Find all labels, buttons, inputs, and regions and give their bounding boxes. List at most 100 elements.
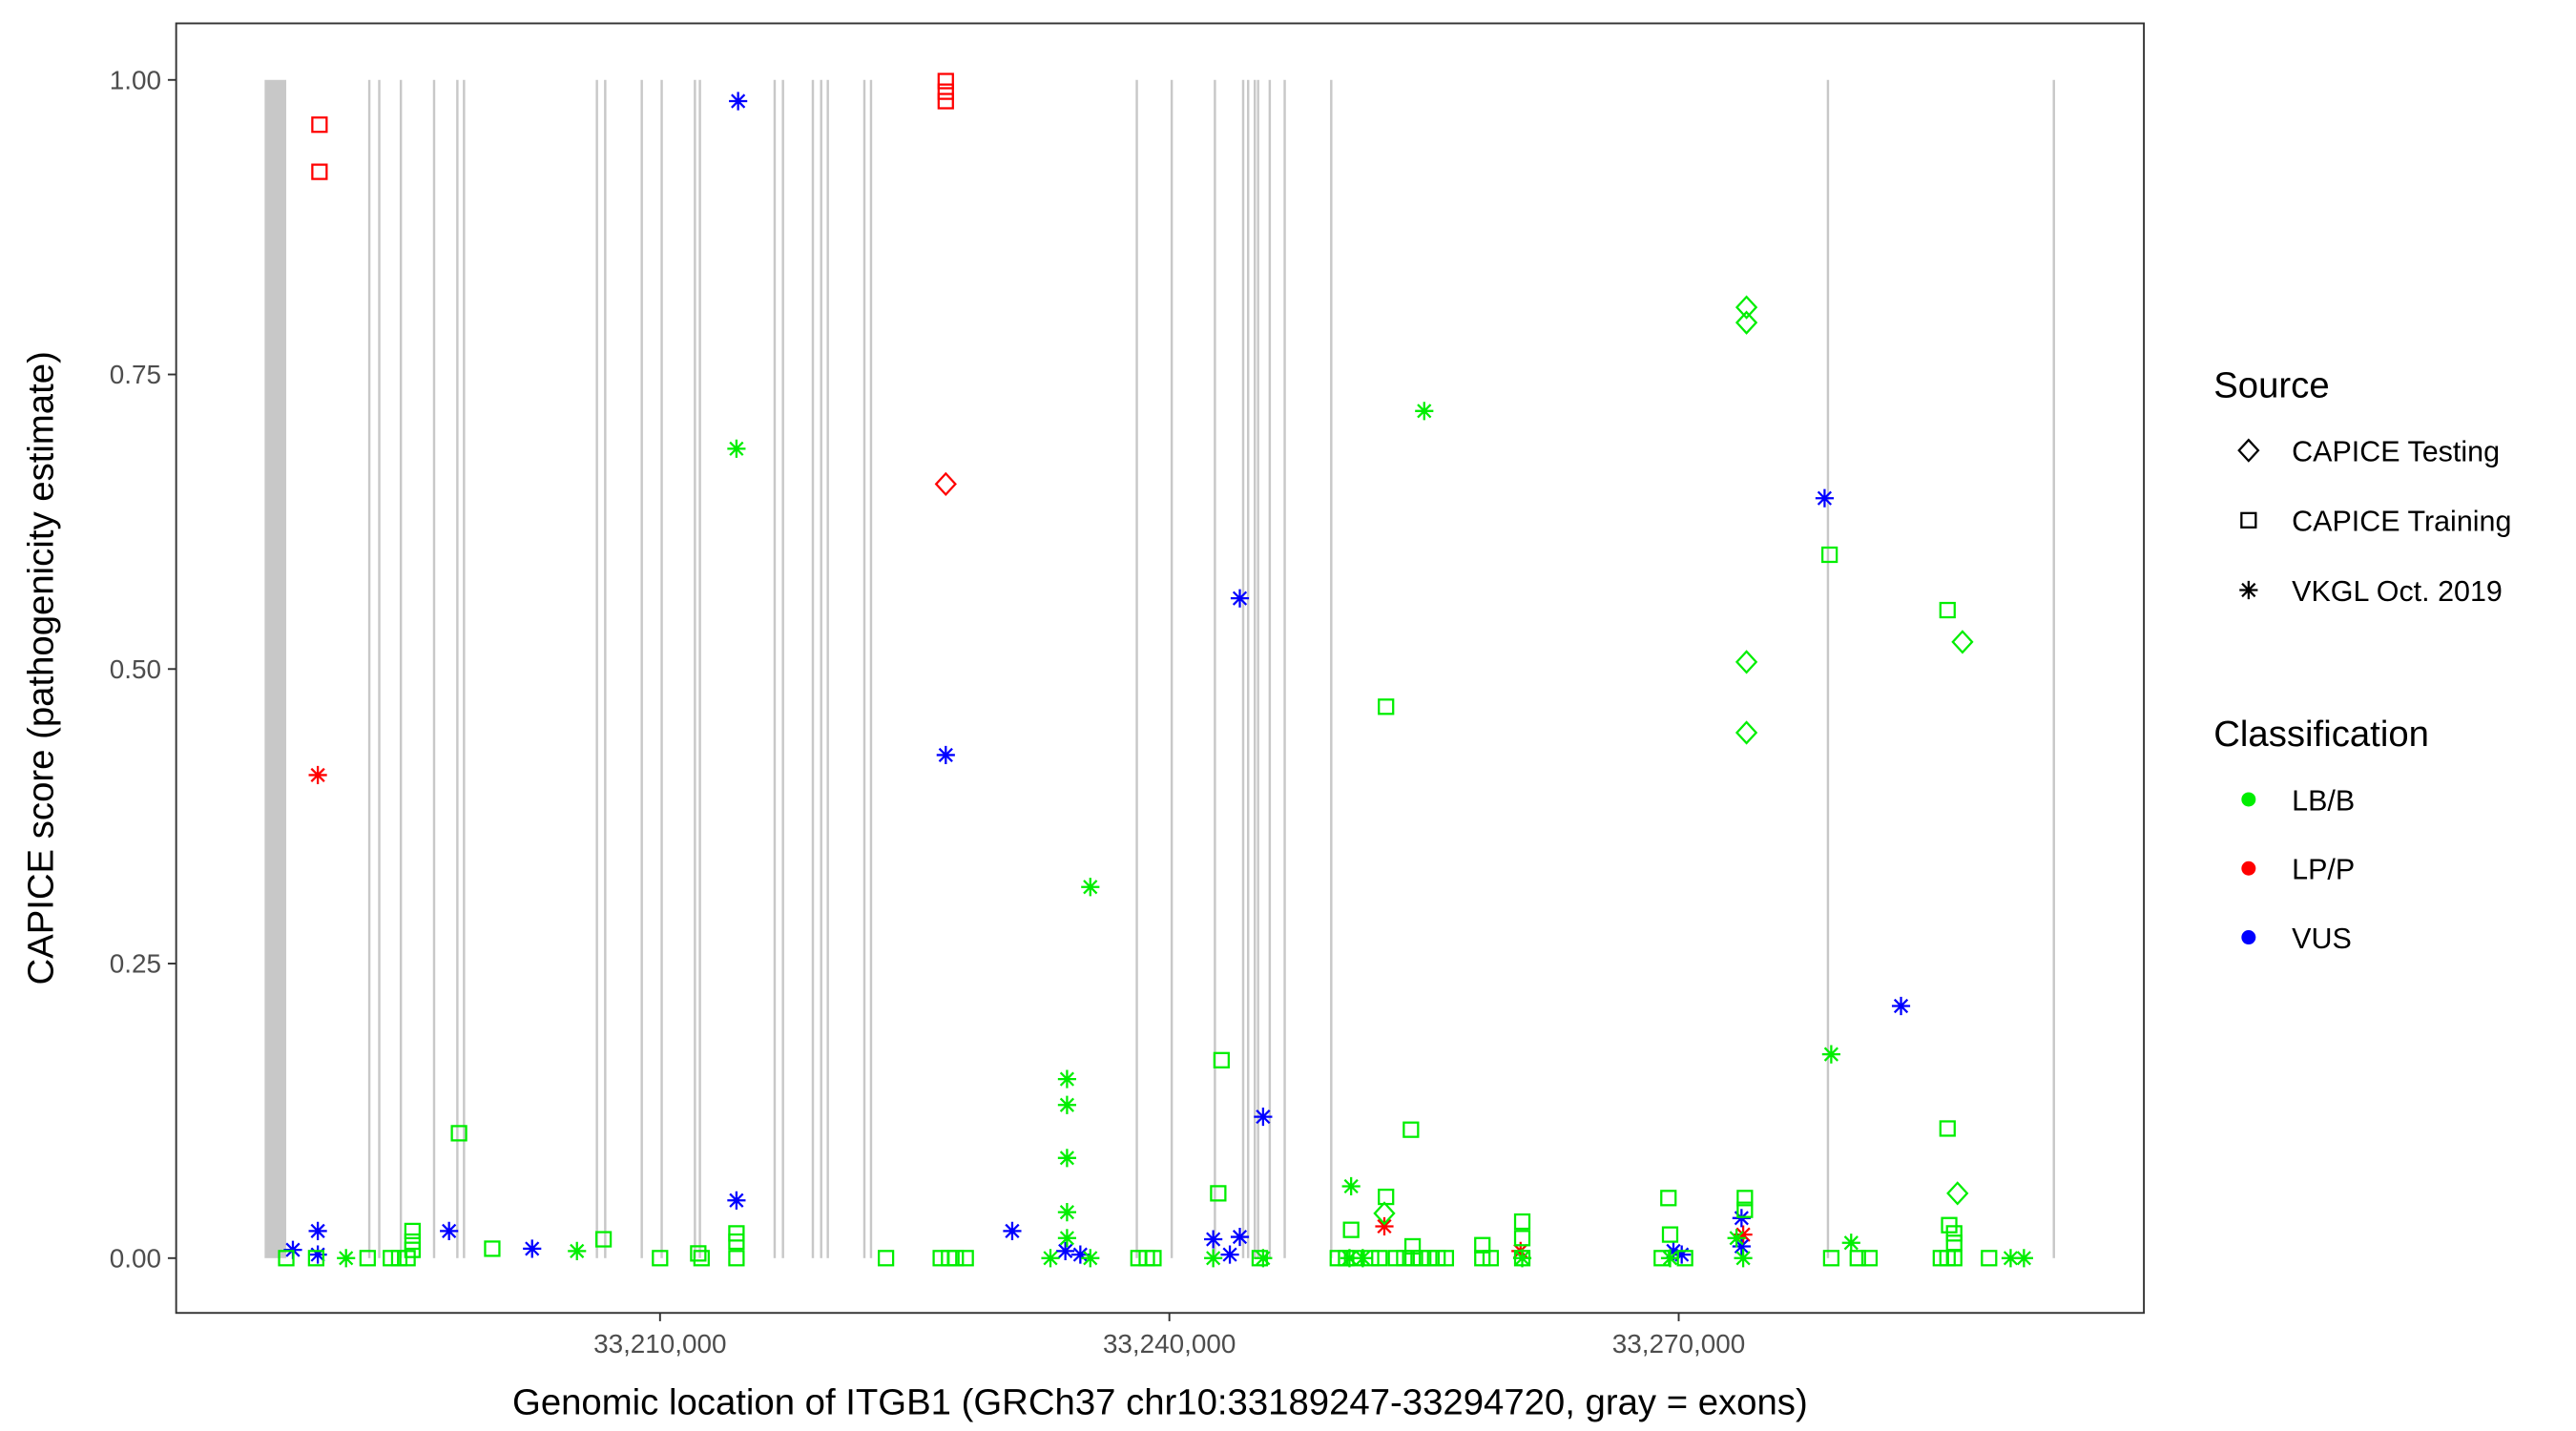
data-point (877, 1250, 895, 1267)
data-point (1735, 720, 1758, 745)
data-point (278, 1250, 295, 1267)
x-tick-label: 33,240,000 (1103, 1329, 1236, 1358)
data-point (1056, 1241, 1075, 1260)
exon-band (820, 79, 822, 1258)
exon-band (2052, 79, 2055, 1258)
data-point (1735, 295, 1758, 320)
data-point (1329, 1250, 1346, 1267)
legend-item-label: LB/B (2292, 784, 2355, 817)
legend-item-label: VKGL Oct. 2019 (2292, 575, 2503, 608)
exon-band (1268, 79, 1272, 1258)
data-point (307, 1250, 324, 1267)
exon-band (811, 79, 815, 1258)
exon-band (1214, 79, 1216, 1258)
exon-band (432, 79, 436, 1258)
data-point (1341, 1176, 1361, 1196)
y-tick-label: 0.25 (110, 949, 161, 979)
exon-band (1283, 79, 1286, 1258)
data-point (404, 1241, 421, 1258)
x-axis-label: Genomic location of ITGB1 (GRCh37 chr10:… (512, 1381, 1808, 1422)
exon-band (1135, 79, 1138, 1258)
data-point (1346, 1250, 1363, 1267)
data-point (1057, 1229, 1076, 1248)
data-point (440, 1221, 459, 1240)
legend-symbol-asterisk (2239, 580, 2258, 600)
data-point (1945, 1250, 1963, 1267)
data-point (1375, 1216, 1394, 1236)
data-point (1849, 1250, 1866, 1267)
data-point (1660, 1249, 1680, 1268)
exon-band (698, 79, 701, 1258)
y-tick-label: 0.75 (110, 360, 161, 389)
data-point (311, 116, 328, 134)
data-point (1482, 1250, 1500, 1267)
data-point (729, 92, 748, 111)
legend-classification-title: Classification (2213, 714, 2429, 755)
data-point (1474, 1250, 1491, 1267)
exon-band (463, 79, 466, 1258)
legend-item-label: LP/P (2292, 854, 2355, 886)
data-point (1660, 1190, 1677, 1207)
exon-band (862, 79, 866, 1258)
data-point (1220, 1245, 1239, 1264)
exon-band (456, 79, 459, 1258)
data-point (1946, 1181, 1969, 1206)
data-point (1353, 1249, 1372, 1268)
exon-band (1330, 79, 1333, 1258)
data-point (1415, 402, 1434, 421)
data-point (937, 73, 954, 90)
data-point (1513, 1250, 1531, 1267)
data-point (1732, 1209, 1751, 1228)
legend-item-label: CAPICE Testing (2292, 435, 2500, 467)
data-point (1512, 1249, 1532, 1268)
data-point (1204, 1230, 1223, 1249)
y-tick-label: 0.00 (110, 1243, 161, 1273)
data-point (957, 1250, 974, 1267)
data-point (1412, 1250, 1429, 1267)
data-point (404, 1233, 421, 1251)
data-point (1057, 1149, 1076, 1168)
data-point (359, 1250, 376, 1267)
data-point (308, 765, 327, 785)
data-point (1732, 1236, 1751, 1256)
data-point (1941, 1216, 1958, 1234)
data-point (1734, 1249, 1753, 1268)
data-point (1378, 1188, 1395, 1206)
exon-band (826, 79, 829, 1258)
data-point (308, 1245, 327, 1264)
data-point (1057, 1203, 1076, 1222)
data-point (1945, 1225, 1963, 1242)
data-point (937, 93, 954, 110)
data-point (1474, 1236, 1491, 1254)
data-point (1057, 1069, 1076, 1089)
exon-band (1170, 79, 1174, 1258)
data-point (1342, 1221, 1360, 1238)
data-point (1340, 1249, 1360, 1268)
data-point (484, 1240, 501, 1257)
data-point (1204, 1249, 1223, 1268)
data-point (1734, 1225, 1753, 1244)
data-point (652, 1250, 669, 1267)
legend-item-label: CAPICE Training (2292, 506, 2511, 538)
data-point (1981, 1250, 1998, 1267)
data-point (1210, 1185, 1227, 1202)
data-point (1371, 1250, 1388, 1267)
legend-color-dot (2241, 861, 2256, 876)
x-tick-label: 33,270,000 (1612, 1329, 1745, 1358)
data-point (728, 1250, 745, 1267)
legend-symbol-diamond (2237, 438, 2260, 463)
data-point (1736, 1190, 1754, 1207)
exon-band (1247, 79, 1250, 1258)
data-point (1387, 1250, 1404, 1267)
data-point (1891, 996, 1911, 1016)
data-point (1735, 310, 1758, 335)
legend-symbol-square (2240, 511, 2257, 529)
data-point (937, 83, 954, 100)
data-point (947, 1250, 965, 1267)
data-point (1815, 488, 1834, 508)
data-point (1727, 1229, 1746, 1248)
data-point (1362, 1250, 1380, 1267)
data-point (1070, 1245, 1090, 1264)
legend: Source Classification CAPICE Testing CAPI… (2213, 364, 2511, 954)
